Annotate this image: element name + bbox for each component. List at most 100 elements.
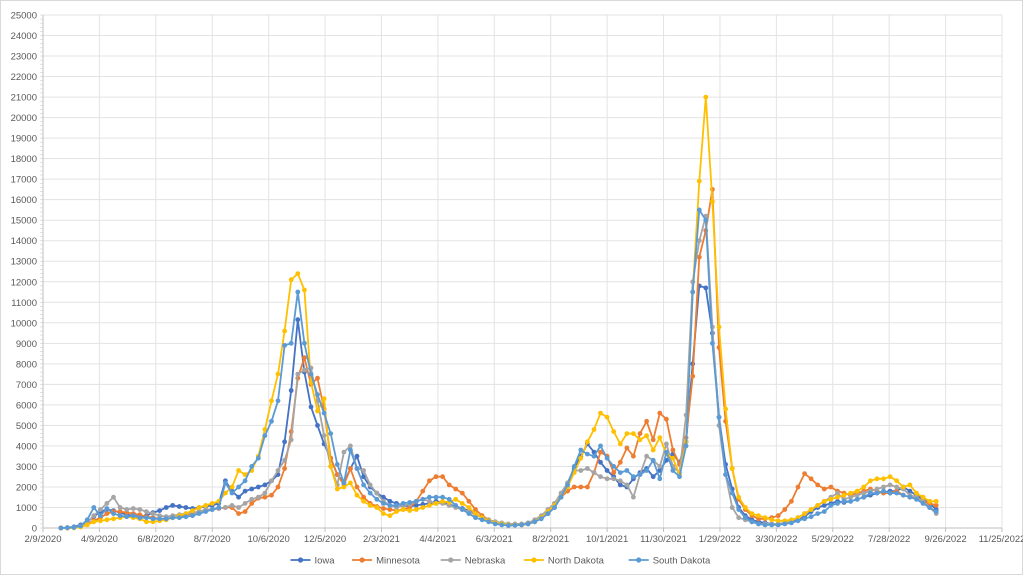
data-point xyxy=(861,494,867,500)
data-point xyxy=(742,505,748,510)
data-point xyxy=(157,516,163,522)
data-point xyxy=(98,513,103,519)
y-tick-label: 24000 xyxy=(11,31,37,42)
y-tick-label: 22000 xyxy=(11,72,37,83)
y-tick-label: 9000 xyxy=(16,339,37,350)
data-point xyxy=(427,478,432,484)
data-point xyxy=(440,474,445,480)
data-point xyxy=(532,519,538,525)
data-point xyxy=(176,515,182,521)
data-point xyxy=(255,455,261,461)
data-point xyxy=(104,511,110,516)
data-point xyxy=(624,431,630,436)
data-point xyxy=(341,484,347,490)
data-point xyxy=(841,498,847,504)
data-point xyxy=(203,503,209,508)
data-point xyxy=(374,496,380,502)
data-point xyxy=(650,437,656,443)
data-point xyxy=(835,490,840,496)
data-point xyxy=(611,470,617,475)
data-point xyxy=(249,464,255,469)
data-point xyxy=(604,414,610,420)
data-point xyxy=(98,518,103,524)
data-point xyxy=(696,207,702,213)
data-point xyxy=(163,516,169,522)
data-point xyxy=(328,431,334,436)
data-point xyxy=(381,511,386,516)
data-point xyxy=(637,431,643,436)
series-north-dakota xyxy=(58,94,939,531)
data-point xyxy=(624,482,630,488)
y-tick-label: 13000 xyxy=(11,257,37,268)
data-point xyxy=(144,515,149,521)
data-point xyxy=(578,484,584,490)
x-tick-label: 2/3/2021 xyxy=(363,534,400,545)
data-point xyxy=(486,519,492,525)
legend-label: Nebraska xyxy=(465,556,506,567)
data-point xyxy=(348,443,353,449)
y-tick-label: 15000 xyxy=(11,216,37,227)
data-point xyxy=(604,455,610,461)
data-point xyxy=(611,476,617,482)
data-point xyxy=(729,490,735,496)
data-point xyxy=(407,500,413,505)
data-point xyxy=(413,498,419,504)
x-tick-label: 12/5/2020 xyxy=(304,534,346,545)
series-line xyxy=(60,215,937,529)
series-line xyxy=(60,208,937,529)
data-point xyxy=(275,398,281,404)
legend-marker xyxy=(448,557,454,563)
legend-marker xyxy=(531,557,537,563)
data-point xyxy=(703,217,709,223)
series-line xyxy=(60,96,937,529)
data-point xyxy=(236,484,242,490)
y-tick-label: 0 xyxy=(32,524,37,535)
data-point xyxy=(710,340,715,346)
data-point xyxy=(262,427,268,432)
y-tick-label: 4000 xyxy=(16,441,37,452)
data-point xyxy=(854,496,860,502)
data-point xyxy=(617,478,623,484)
data-point xyxy=(558,494,564,500)
data-point xyxy=(453,496,459,502)
data-point xyxy=(361,494,366,500)
data-point xyxy=(887,474,893,480)
data-point xyxy=(275,468,281,473)
data-point xyxy=(802,471,807,476)
series-iowa xyxy=(58,283,939,531)
data-point xyxy=(933,498,939,504)
data-point xyxy=(578,447,584,453)
y-tick-label: 8000 xyxy=(16,359,37,370)
data-point xyxy=(315,392,320,397)
data-point xyxy=(440,494,445,500)
data-point xyxy=(571,464,577,469)
x-tick-label: 1/29/2022 xyxy=(699,534,741,545)
data-point xyxy=(644,418,649,424)
data-point xyxy=(420,488,426,494)
data-point xyxy=(933,503,939,508)
data-point xyxy=(427,503,432,508)
data-point xyxy=(65,525,70,531)
x-tick-label: 2/9/2020 xyxy=(25,534,62,545)
data-point xyxy=(723,406,728,412)
data-point xyxy=(874,476,880,482)
data-point xyxy=(295,371,301,377)
data-point xyxy=(104,501,110,506)
legend-item-iowa: Iowa xyxy=(290,556,335,567)
data-point xyxy=(716,324,722,330)
data-point xyxy=(670,468,676,473)
data-point xyxy=(585,484,590,490)
data-point xyxy=(269,418,274,424)
legend-item-nebraska: Nebraska xyxy=(440,556,506,567)
data-point xyxy=(900,484,906,490)
data-point xyxy=(887,482,893,488)
x-tick-label: 11/25/2022 xyxy=(979,534,1023,545)
data-point xyxy=(894,484,900,490)
data-point xyxy=(657,476,663,482)
data-point xyxy=(578,468,584,473)
data-point xyxy=(657,464,663,469)
data-point xyxy=(84,517,90,523)
data-point xyxy=(242,472,248,477)
data-point xyxy=(894,478,900,484)
data-point xyxy=(815,482,821,488)
